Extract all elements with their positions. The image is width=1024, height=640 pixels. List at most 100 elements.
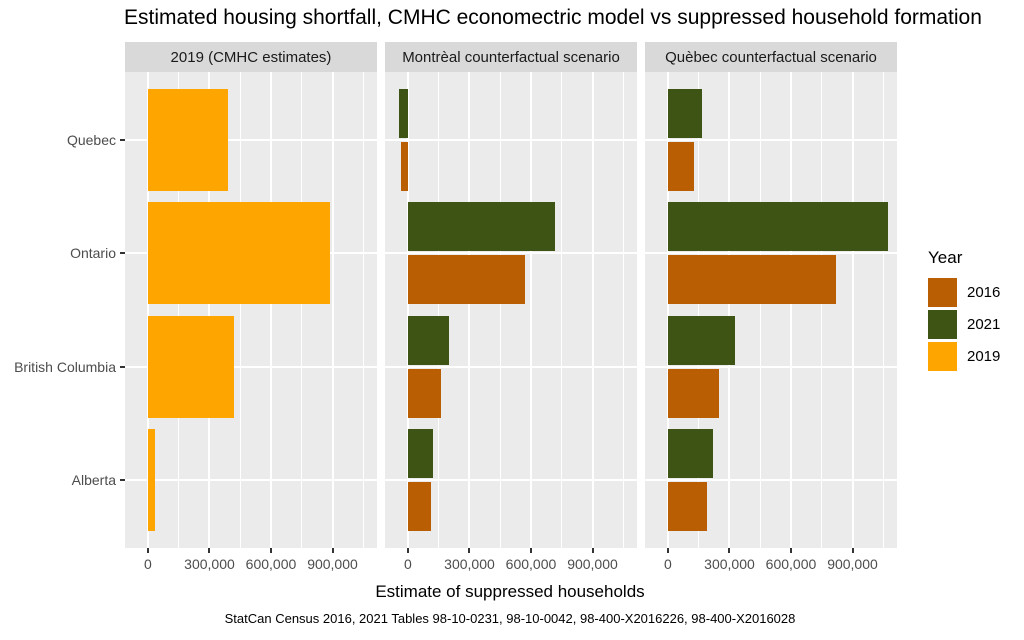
legend-key-swatch (928, 342, 957, 371)
y-tick (120, 365, 125, 368)
y-tick (120, 139, 125, 141)
bar-ontario-2021 (407, 202, 555, 252)
x-tick (728, 548, 731, 553)
x-tick-label: 600,000 (765, 556, 817, 572)
chart-title: Estimated housing shortfall, CMHC econom… (124, 6, 982, 29)
major-gridline (728, 72, 731, 548)
minor-gridline (821, 72, 823, 548)
legend-entry-label: 2021 (967, 316, 1001, 333)
x-tick-label: 0 (144, 556, 152, 572)
x-tick-label: 600,000 (505, 556, 557, 572)
legend-entry: 2016 (928, 278, 1000, 307)
bar-british-columbia-2016 (667, 368, 720, 418)
facet-strip: Quèbec counterfactual scenario (645, 42, 897, 72)
minor-gridline (698, 72, 700, 548)
y-tick (120, 252, 125, 255)
x-axis-title: Estimate of suppressed households (375, 582, 645, 601)
x-tick-label: 0 (404, 556, 412, 572)
minor-gridline (301, 72, 303, 548)
facet-strip-label: Montrèal counterfactual scenario (402, 48, 620, 66)
minor-gridline (499, 72, 501, 548)
x-tick (146, 548, 149, 553)
bar-british-columbia-2019 (147, 315, 235, 418)
minor-gridline (178, 72, 180, 548)
bar-alberta-2016 (407, 482, 431, 531)
x-tick (666, 548, 669, 553)
y-tick (120, 479, 125, 481)
major-gridline (529, 72, 532, 548)
y-axis-label: Quebec (66, 132, 116, 148)
legend-entry-label: 2016 (967, 284, 1001, 301)
x-tick-label: 0 (664, 556, 672, 572)
major-gridline (645, 479, 897, 481)
major-gridline (645, 365, 897, 368)
legend: Year 2016 2021 2019 (928, 248, 1000, 374)
bar-british-columbia-2021 (667, 315, 735, 365)
x-tick (468, 548, 471, 553)
bar-quebec-2016 (667, 142, 694, 191)
minor-gridline (759, 72, 761, 548)
major-gridline (208, 72, 211, 548)
major-gridline (645, 139, 897, 141)
major-gridline (406, 72, 409, 548)
minor-gridline (882, 72, 884, 548)
bar-quebec-2016 (400, 142, 408, 191)
facet-panel (125, 72, 377, 548)
x-tick (331, 548, 334, 553)
facet-panel (645, 72, 897, 548)
bar-ontario-2016 (667, 255, 837, 305)
legend-entry: 2021 (928, 310, 1000, 339)
x-tick (406, 548, 409, 553)
facet-strip: 2019 (CMHC estimates) (125, 42, 377, 72)
minor-gridline (438, 72, 440, 548)
facet-panel (385, 72, 637, 548)
x-tick-label: 900,000 (567, 556, 618, 572)
x-tick-label: 300,000 (184, 556, 235, 572)
bar-british-columbia-2016 (407, 368, 441, 418)
major-gridline (125, 365, 377, 368)
major-gridline (331, 72, 334, 548)
facet-strip-label: 2019 (CMHC estimates) (170, 48, 332, 66)
bar-ontario-2019 (147, 202, 331, 305)
major-gridline (146, 72, 149, 548)
major-gridline (851, 72, 854, 548)
facet-strip: Montrèal counterfactual scenario (385, 42, 637, 72)
major-gridline (385, 479, 637, 481)
major-gridline (125, 139, 377, 141)
caption: StatCan Census 2016, 2021 Tables 98-10-0… (224, 611, 796, 626)
major-gridline (385, 365, 637, 368)
bar-alberta-2019 (147, 429, 156, 531)
x-tick (208, 548, 211, 553)
major-gridline (666, 72, 669, 548)
minor-gridline (622, 72, 624, 548)
x-tick (789, 548, 792, 553)
major-gridline (789, 72, 792, 548)
x-tick-label: 300,000 (704, 556, 755, 572)
bar-alberta-2021 (407, 429, 433, 478)
minor-gridline (561, 72, 563, 548)
x-tick (591, 548, 594, 553)
legend-entry: 2019 (928, 342, 1000, 371)
facet-strip-label: Quèbec counterfactual scenario (665, 48, 877, 66)
y-axis-label: Ontario (70, 245, 116, 262)
major-gridline (591, 72, 594, 548)
major-gridline (385, 139, 637, 141)
bar-quebec-2019 (147, 89, 228, 191)
bar-british-columbia-2021 (407, 315, 449, 365)
major-gridline (645, 252, 897, 255)
major-gridline (385, 252, 637, 255)
bar-quebec-2021 (398, 89, 408, 138)
bar-alberta-2016 (667, 482, 707, 531)
x-tick-label: 900,000 (827, 556, 878, 572)
x-tick-label: 600,000 (245, 556, 297, 572)
legend-title: Year (928, 248, 963, 267)
bar-quebec-2021 (667, 89, 702, 138)
legend-entry-label: 2019 (967, 348, 1001, 365)
minor-gridline (362, 72, 364, 548)
x-tick-label: 900,000 (307, 556, 358, 572)
major-gridline (269, 72, 272, 548)
x-tick (851, 548, 854, 553)
major-gridline (468, 72, 471, 548)
minor-gridline (239, 72, 241, 548)
